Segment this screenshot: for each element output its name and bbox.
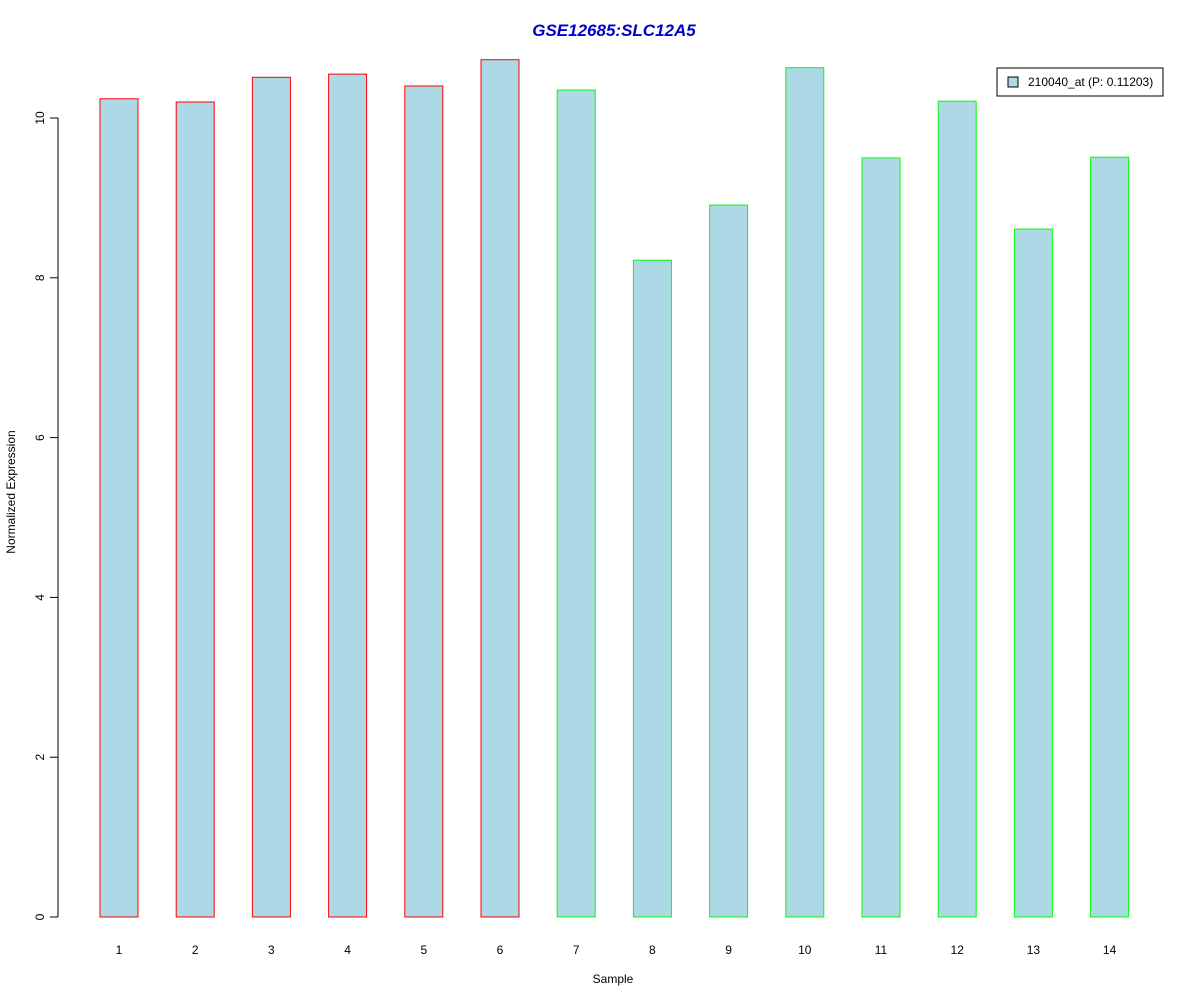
legend-box [996, 67, 1164, 97]
bar-sample-8 [632, 259, 672, 918]
y-axis-label: Normalized Expression [4, 430, 18, 553]
y-tick-label: 2 [33, 754, 47, 761]
x-tick-label: 8 [649, 943, 656, 957]
bar-sample-9 [709, 204, 749, 918]
x-axis-label: Sample [593, 972, 634, 986]
bar-sample-2 [175, 101, 215, 918]
bar-sample-7 [556, 89, 596, 918]
x-tick-label: 9 [725, 943, 732, 957]
legend-swatch [1007, 76, 1019, 88]
y-tick-label: 0 [33, 913, 47, 920]
x-tick-label: 1 [116, 943, 123, 957]
y-tick-label: 6 [33, 434, 47, 441]
x-tick-label: 4 [344, 943, 351, 957]
bar-sample-4 [328, 73, 368, 918]
x-tick-label: 14 [1103, 943, 1117, 957]
y-axis-ticks: 0 2 4 6 8 10 [33, 111, 58, 920]
x-tick-label: 7 [573, 943, 580, 957]
x-axis-labels: 1 2 3 4 5 6 7 8 9 10 11 12 13 14 [116, 943, 1117, 957]
bar-sample-10 [785, 67, 825, 918]
x-tick-label: 5 [420, 943, 427, 957]
bar-sample-12 [937, 100, 977, 918]
bar-sample-11 [861, 157, 901, 918]
bar-sample-14 [1090, 156, 1130, 918]
legend-label: 210040_at (P: 0.11203) [1028, 75, 1153, 89]
x-tick-label: 11 [875, 943, 888, 957]
chart-title: GSE12685:SLC12A5 [532, 21, 696, 40]
x-tick-label: 10 [798, 943, 812, 957]
bar-sample-1 [99, 98, 139, 918]
legend: 210040_at (P: 0.11203) [996, 67, 1164, 97]
y-tick-label: 8 [33, 274, 47, 281]
x-tick-label: 2 [192, 943, 199, 957]
bar-sample-6 [480, 59, 520, 918]
y-tick-label: 4 [33, 594, 47, 601]
x-tick-label: 12 [951, 943, 965, 957]
plot-area [99, 59, 1130, 918]
x-tick-label: 13 [1027, 943, 1041, 957]
x-tick-label: 6 [497, 943, 504, 957]
y-tick-label: 10 [33, 111, 47, 125]
bar-sample-3 [251, 76, 291, 918]
bar-sample-13 [1013, 228, 1053, 918]
x-tick-label: 3 [268, 943, 275, 957]
bar-sample-5 [404, 85, 444, 918]
